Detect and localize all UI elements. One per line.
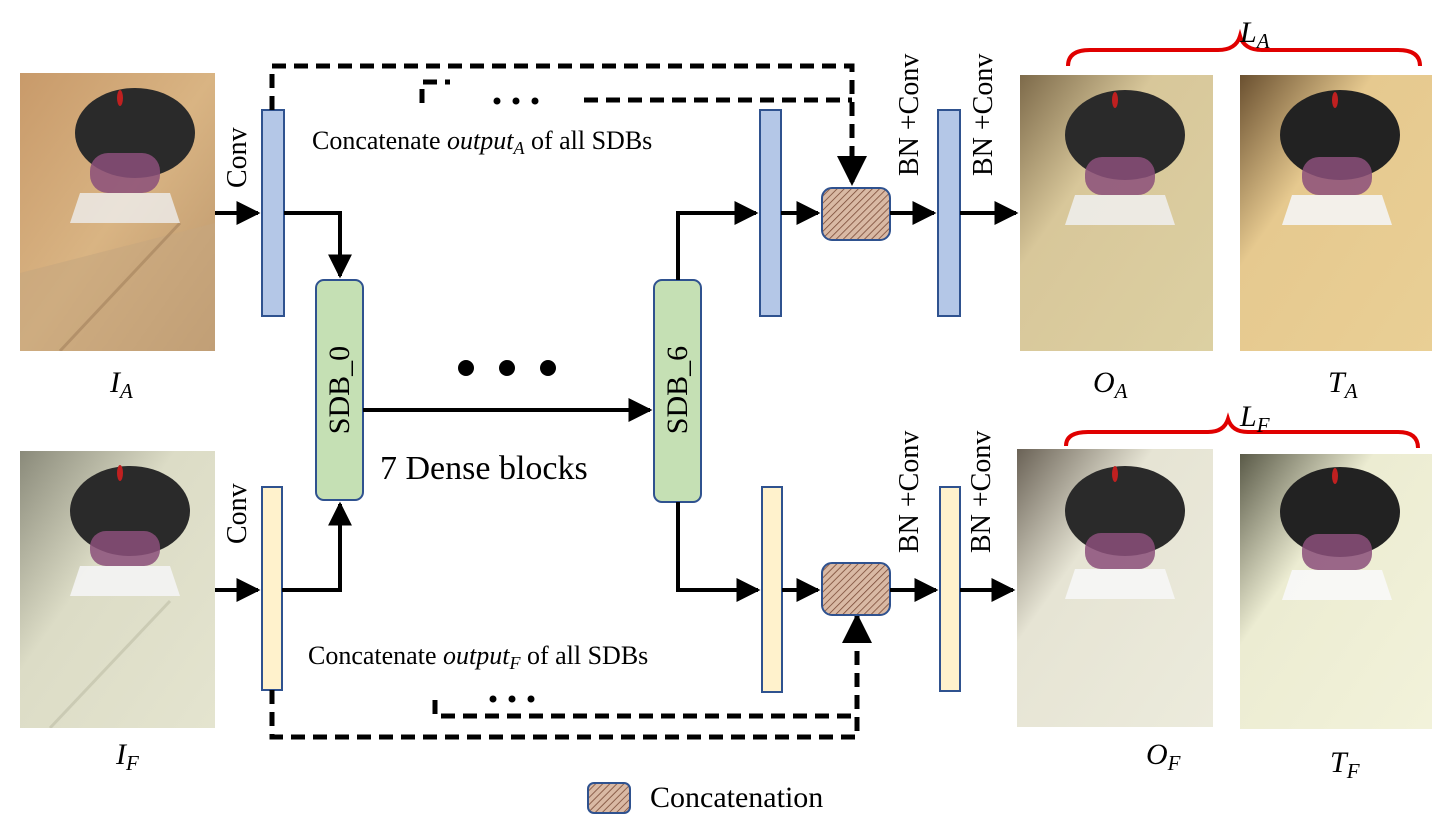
input-image-f [20, 451, 215, 728]
caption-concat-f: Concatenate outputF of all SDBs [308, 641, 649, 673]
target-image-tf [1240, 454, 1432, 729]
label-input-f: IF [116, 738, 139, 775]
arrow-sdb6-to-a [676, 201, 759, 280]
label-loss-f: LF [1240, 400, 1270, 437]
arrow-sdb6-to-f [676, 502, 761, 602]
label-sdb0: SDB_0 [323, 345, 356, 435]
label-bn-conv-a1: BN +Conv [894, 53, 925, 176]
sdb0-block [315, 279, 364, 501]
ellipsis-dot [499, 360, 515, 376]
input-image-a [20, 73, 215, 351]
dashed-skip-f-inner [432, 700, 857, 719]
label-loss-a: LA [1240, 16, 1270, 53]
target-image-ta [1240, 75, 1432, 351]
feature-layer-f [761, 486, 783, 693]
ellipsis-dot [458, 360, 474, 376]
concat-node-a [821, 187, 891, 241]
label-dense-blocks: 7 Dense blocks [380, 450, 588, 487]
loss-brace-a [1066, 28, 1422, 67]
arrow-conv-f-to-sdb0 [282, 501, 352, 592]
dashed-skip-a-outer [269, 63, 867, 186]
label-bn-conv-f1: BN +Conv [894, 430, 925, 553]
bn-conv-layer-f [939, 486, 961, 692]
legend-swatch [587, 782, 631, 814]
label-input-a: IA [110, 366, 133, 403]
label-bn-conv-f2: BN +Conv [966, 430, 997, 553]
label-bn-conv-a2: BN +Conv [968, 53, 999, 176]
label-sdb6: SDB_6 [661, 345, 694, 435]
dashed-skip-a-inner [419, 79, 450, 103]
conv-layer-f [261, 486, 283, 691]
bn-conv-layer-a [937, 109, 961, 317]
output-image-of [1017, 449, 1213, 727]
label-output-oa: OA [1093, 366, 1128, 403]
dashed-skip-f-outer [269, 613, 872, 740]
label-target-tf: TF [1330, 746, 1360, 783]
label-target-ta: TA [1328, 366, 1358, 403]
legend-label: Concatenation [650, 781, 824, 814]
arrow-conv-a-to-sdb0 [284, 211, 352, 279]
label-output-of: OF [1146, 738, 1181, 775]
feature-layer-a [759, 109, 782, 317]
conv-layer-a [261, 109, 285, 317]
loss-brace-f [1064, 412, 1420, 449]
output-image-oa [1020, 75, 1213, 351]
ellipsis-dot [540, 360, 556, 376]
label-conv-f: Conv [222, 483, 253, 544]
label-conv-a: Conv [222, 127, 253, 188]
caption-concat-a: Concatenate outputA of all SDBs [312, 126, 653, 158]
concat-node-f [821, 562, 891, 616]
